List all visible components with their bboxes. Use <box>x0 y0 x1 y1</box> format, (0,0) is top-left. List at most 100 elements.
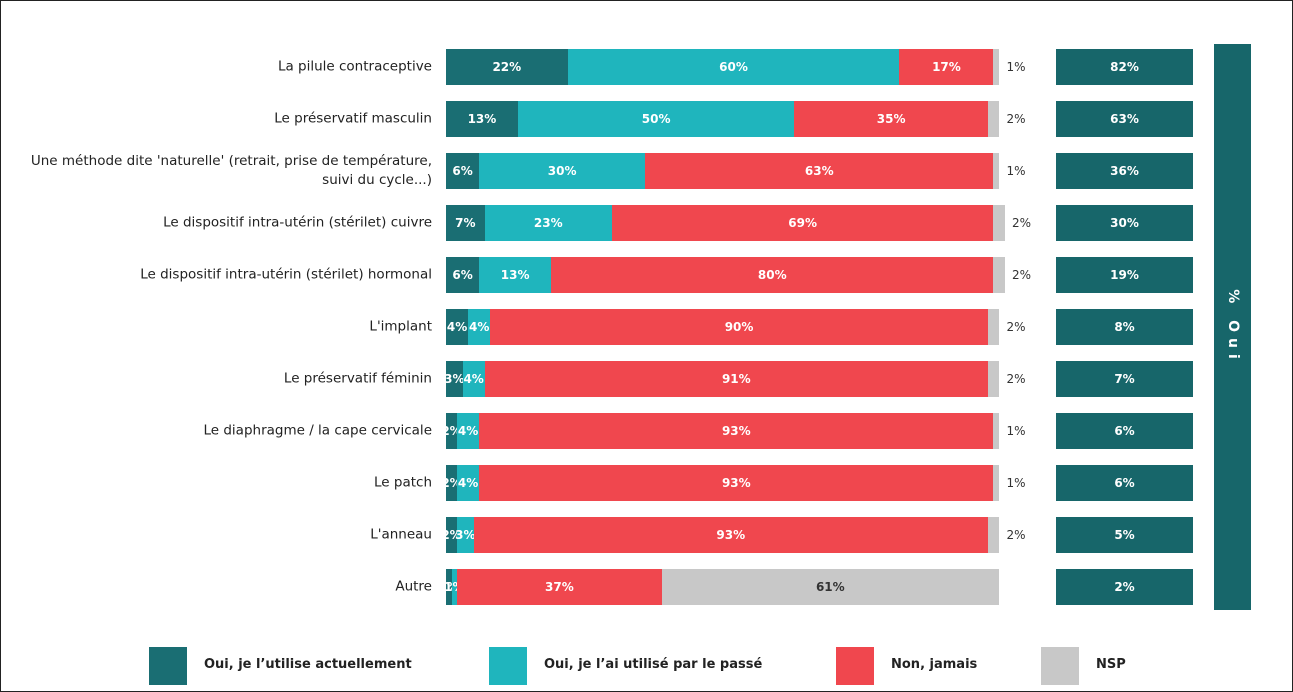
data-label: 1% <box>1006 60 1026 74</box>
data-label: 60% <box>719 60 748 74</box>
bar-segment <box>468 309 491 345</box>
category-label: Autre <box>395 578 432 595</box>
legend-label: NSP <box>1096 657 1126 672</box>
bar-segment <box>987 309 999 345</box>
bar-segment <box>457 517 474 553</box>
legend-swatch <box>149 647 187 685</box>
legend-swatch <box>489 647 527 685</box>
category-label: La pilule contraceptive <box>277 58 432 75</box>
data-label: 90% <box>724 320 754 334</box>
data-label: 2% <box>1006 112 1026 126</box>
data-label: 13% <box>467 112 497 126</box>
bar-segment <box>993 49 999 85</box>
bar-segment <box>484 361 988 397</box>
data-label: 6% <box>452 268 473 282</box>
bar-segment <box>490 309 988 345</box>
data-label: 69% <box>788 216 818 230</box>
legend-swatch <box>836 647 874 685</box>
bar-segment <box>457 413 480 449</box>
category-label: Le diaphragme / la cape cervicale <box>203 422 432 439</box>
data-label: 6% <box>452 164 473 178</box>
bar-segment <box>446 49 568 85</box>
summary-value: 2% <box>1056 569 1193 605</box>
summary-value: 82% <box>1056 49 1193 85</box>
data-label: 3% <box>455 528 476 542</box>
bar-segment <box>993 413 999 449</box>
bar-segment <box>661 569 999 605</box>
data-label: 7% <box>455 216 476 230</box>
bar-segment <box>451 569 458 605</box>
bar-segment <box>987 101 999 137</box>
data-label: 93% <box>721 476 751 490</box>
category-label: Le patch <box>374 474 432 491</box>
bar-segment <box>462 361 485 397</box>
bar-segment <box>446 361 463 397</box>
bar-segment <box>446 309 469 345</box>
bar-segment <box>473 517 988 553</box>
bar-segment <box>993 205 1005 241</box>
bar-segment <box>479 465 994 501</box>
bar-segment <box>446 205 485 241</box>
category-label: Le dispositif intra-utérin (stérilet) cu… <box>163 214 432 231</box>
data-label: 1% <box>1006 424 1026 438</box>
summary-value: 7% <box>1056 361 1193 397</box>
summary-panel: % Oui <box>1214 44 1251 610</box>
summary-value: 8% <box>1056 309 1193 345</box>
data-label: 13% <box>500 268 530 282</box>
bar-segment <box>446 517 458 553</box>
bar-segment <box>993 153 999 189</box>
data-label: 37% <box>544 580 574 594</box>
bar-segment <box>446 569 452 605</box>
data-label: 4% <box>463 372 484 386</box>
bar-segment <box>993 257 1005 293</box>
bar-segment <box>517 101 795 137</box>
bar-segment <box>446 101 518 137</box>
bar-segment <box>567 49 900 85</box>
data-label: 23% <box>533 216 563 230</box>
data-label: 4% <box>446 320 468 334</box>
bar-segment <box>479 257 552 293</box>
data-label: 61% <box>815 580 845 594</box>
data-label: 35% <box>876 112 906 126</box>
data-label: 80% <box>757 268 787 282</box>
data-label: 2% <box>1006 372 1026 386</box>
bar-segment <box>645 153 994 189</box>
data-label: 91% <box>721 372 751 386</box>
summary-value: 36% <box>1056 153 1193 189</box>
category-label: Le dispositif intra-utérin (stérilet) ho… <box>140 266 432 283</box>
data-label: 2% <box>441 424 462 438</box>
category-label: L'implant <box>369 318 432 335</box>
summary-value: 63% <box>1056 101 1193 137</box>
bar-segment <box>987 517 999 553</box>
data-label: 2% <box>1006 528 1026 542</box>
data-label: 63% <box>804 164 834 178</box>
bar-segment <box>794 101 988 137</box>
data-label: 3% <box>444 372 465 386</box>
bar-segment <box>899 49 994 85</box>
summary-value: 19% <box>1056 257 1193 293</box>
summary-value: 6% <box>1056 413 1193 449</box>
bar-segment <box>446 465 458 501</box>
data-label: 17% <box>932 60 961 74</box>
summary-value: 5% <box>1056 517 1193 553</box>
bar-segment <box>457 569 662 605</box>
bar-segment <box>479 153 646 189</box>
bar-segment <box>987 361 999 397</box>
data-label: 30% <box>547 164 577 178</box>
data-label: 93% <box>716 528 746 542</box>
data-label: 2% <box>441 476 462 490</box>
bar-segment <box>446 257 480 293</box>
bar-segment <box>479 413 994 449</box>
bar-segment <box>457 465 480 501</box>
legend-label: Oui, je l’ai utilisé par le passé <box>544 657 763 672</box>
data-label: 2% <box>1006 320 1026 334</box>
data-label: 4% <box>457 476 479 490</box>
data-label: 1% <box>1006 164 1026 178</box>
summary-value: 30% <box>1056 205 1193 241</box>
bar-segment <box>446 413 458 449</box>
bar-segment <box>551 257 994 293</box>
legend-label: Oui, je l’utilise actuellement <box>204 657 412 672</box>
category-label: Le préservatif féminin <box>283 370 432 387</box>
data-label: 2% <box>1011 216 1032 230</box>
